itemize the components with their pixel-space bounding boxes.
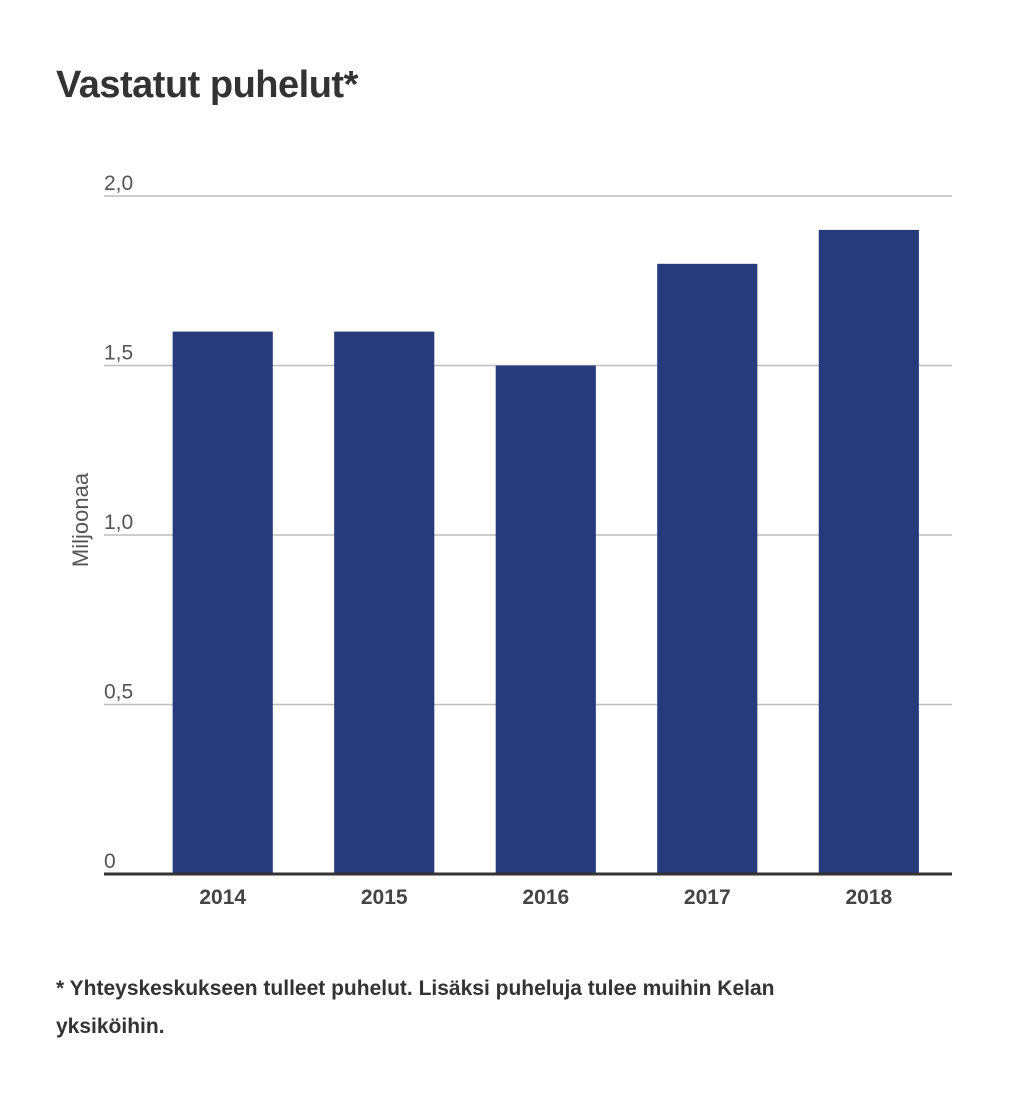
x-tick-label: 2018 bbox=[845, 886, 892, 909]
axes: 0 0,5 1,0 1,5 2,0 2014 2015 2016 2017 2018 bbox=[104, 172, 952, 909]
y-tick-label: 1,0 bbox=[104, 511, 133, 534]
bar-2014 bbox=[172, 331, 273, 875]
bar-2018 bbox=[818, 229, 919, 874]
y-tick-label: 0 bbox=[104, 850, 116, 873]
bars bbox=[172, 229, 919, 875]
x-tick-label: 2017 bbox=[684, 886, 731, 909]
y-tick-label: 2,0 bbox=[104, 172, 133, 195]
x-tick-label: 2016 bbox=[522, 886, 569, 909]
bar-chart: 0 0,5 1,0 1,5 2,0 2014 2015 2016 2017 2018 Miljoo… bbox=[68, 172, 952, 909]
bar-2017 bbox=[657, 263, 758, 874]
bar-2015 bbox=[334, 331, 435, 875]
bar-2016 bbox=[495, 365, 596, 874]
y-axis-label: Miljoonaa bbox=[68, 472, 93, 567]
chart-title: Vastatut puhelut* bbox=[56, 64, 358, 106]
y-tick-label: 0,5 bbox=[104, 681, 133, 704]
x-tick-label: 2015 bbox=[361, 886, 408, 909]
x-tick-label: 2014 bbox=[199, 886, 246, 909]
y-tick-label: 1,5 bbox=[104, 342, 133, 365]
footnote: * Yhteyskeskukseen tulleet puhelut. Lisä… bbox=[56, 977, 775, 1038]
